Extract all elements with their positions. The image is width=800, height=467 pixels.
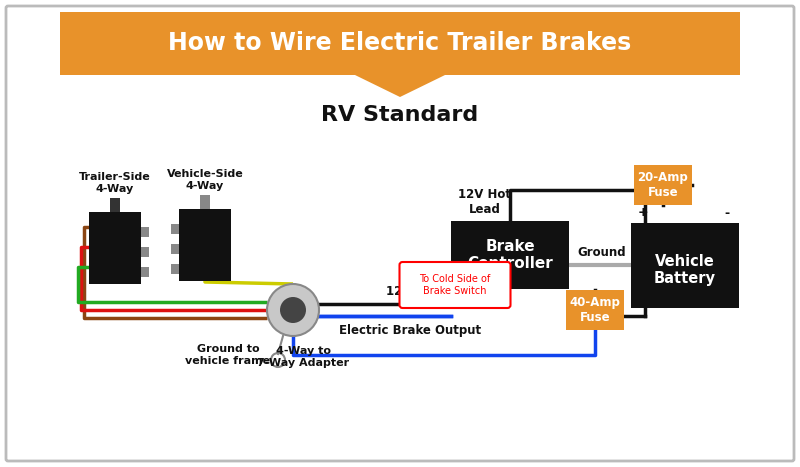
Text: RV Standard: RV Standard	[322, 105, 478, 125]
Text: Ground: Ground	[577, 246, 626, 259]
Text: Electric Brake Output: Electric Brake Output	[339, 324, 481, 337]
FancyBboxPatch shape	[451, 221, 569, 289]
Text: 4-Way to
7-Way Adapter: 4-Way to 7-Way Adapter	[257, 346, 349, 368]
FancyBboxPatch shape	[399, 262, 510, 308]
FancyBboxPatch shape	[631, 222, 739, 307]
Text: 20-Amp
Fuse: 20-Amp Fuse	[638, 171, 688, 199]
Text: Vehicle
Battery: Vehicle Battery	[654, 254, 716, 286]
Polygon shape	[60, 12, 740, 75]
FancyBboxPatch shape	[89, 212, 141, 284]
Text: Brake
Controller: Brake Controller	[467, 239, 553, 271]
Text: Ground to
vehicle frame: Ground to vehicle frame	[186, 344, 270, 366]
FancyBboxPatch shape	[171, 264, 179, 274]
Text: 12V Hot
Lead: 12V Hot Lead	[458, 188, 511, 216]
Text: To Cold Side of
Brake Switch: To Cold Side of Brake Switch	[419, 274, 490, 296]
Text: 12V Hot Lead: 12V Hot Lead	[386, 285, 474, 298]
Text: Trailer-Side
4-Way: Trailer-Side 4-Way	[79, 172, 151, 194]
Polygon shape	[355, 75, 445, 97]
FancyBboxPatch shape	[634, 165, 692, 205]
FancyBboxPatch shape	[200, 195, 210, 209]
FancyBboxPatch shape	[171, 224, 179, 234]
FancyBboxPatch shape	[179, 209, 231, 281]
FancyBboxPatch shape	[141, 227, 149, 237]
Text: How to Wire Electric Trailer Brakes: How to Wire Electric Trailer Brakes	[168, 31, 632, 56]
Text: -: -	[725, 206, 730, 219]
FancyBboxPatch shape	[566, 290, 624, 330]
Circle shape	[280, 297, 306, 323]
FancyBboxPatch shape	[6, 6, 794, 461]
Circle shape	[267, 284, 319, 336]
FancyBboxPatch shape	[110, 198, 120, 212]
Text: Vehicle-Side
4-Way: Vehicle-Side 4-Way	[166, 170, 243, 191]
Text: +: +	[638, 206, 648, 219]
FancyBboxPatch shape	[171, 244, 179, 254]
Text: 40-Amp
Fuse: 40-Amp Fuse	[570, 296, 621, 324]
FancyBboxPatch shape	[141, 247, 149, 257]
FancyBboxPatch shape	[141, 267, 149, 277]
